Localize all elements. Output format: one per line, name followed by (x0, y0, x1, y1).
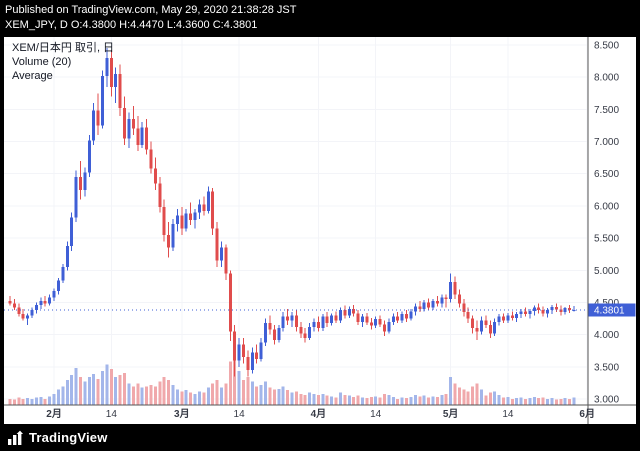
svg-text:5.000: 5.000 (594, 266, 619, 277)
svg-text:3.000: 3.000 (594, 395, 619, 406)
svg-text:6月: 6月 (579, 408, 595, 420)
svg-text:4月: 4月 (311, 408, 327, 420)
svg-text:7.000: 7.000 (594, 137, 619, 148)
svg-text:6.500: 6.500 (594, 169, 619, 180)
svg-text:14: 14 (106, 409, 118, 420)
footer-bar: TradingView (0, 424, 640, 451)
svg-text:8.500: 8.500 (594, 41, 619, 52)
chart-area[interactable]: 8.500 8.000 7.500 7.000 6.500 6.000 5.500 5.000… (4, 37, 636, 424)
svg-text:2月: 2月 (46, 408, 62, 420)
svg-text:5月: 5月 (443, 408, 459, 420)
svg-text:4.000: 4.000 (594, 330, 619, 341)
svg-text:4.3801: 4.3801 (594, 306, 625, 317)
svg-text:6.000: 6.000 (594, 201, 619, 212)
tradingview-brand-text[interactable]: TradingView (29, 430, 108, 445)
svg-text:3月: 3月 (174, 408, 190, 420)
symbol-ohlc-line: XEM_JPY, D O:4.3800 H:4.4470 L:4.3600 C:… (5, 19, 258, 31)
tradingview-logo-icon[interactable] (7, 430, 23, 446)
svg-text:14: 14 (234, 409, 246, 420)
svg-text:3.500: 3.500 (594, 362, 619, 373)
svg-text:7.500: 7.500 (594, 105, 619, 116)
svg-text:14: 14 (502, 409, 514, 420)
svg-text:14: 14 (370, 409, 382, 420)
svg-text:4.500: 4.500 (594, 298, 619, 309)
svg-text:8.000: 8.000 (594, 73, 619, 84)
current-price-badge (588, 303, 636, 317)
candlestick-chart-canvas[interactable]: 8.500 8.000 7.500 7.000 6.500 6.000 5.500 5.000… (4, 37, 636, 424)
publish-header: Published on TradingView.com, May 29, 20… (0, 0, 640, 37)
published-on-line: Published on TradingView.com, May 29, 20… (5, 4, 297, 16)
svg-text:5.500: 5.500 (594, 234, 619, 245)
